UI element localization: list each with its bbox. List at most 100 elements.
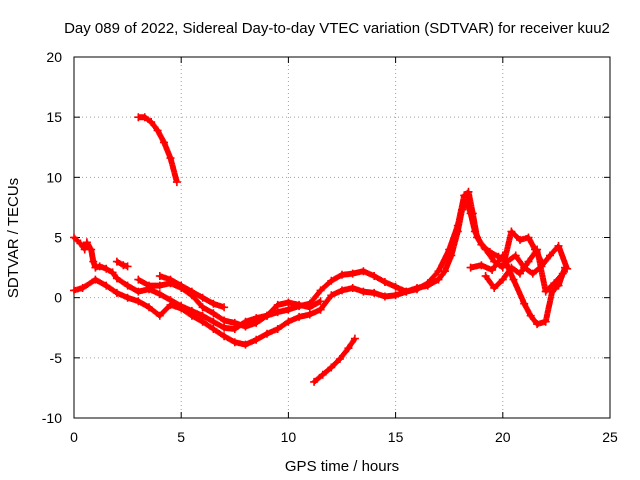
data-point — [89, 257, 98, 266]
data-point — [198, 293, 207, 302]
data-point — [550, 279, 559, 288]
data-point — [516, 235, 524, 244]
data-point — [327, 363, 336, 372]
series-trail — [135, 114, 180, 184]
x-tick-label: 0 — [70, 429, 78, 445]
data-point — [335, 355, 344, 363]
data-point — [338, 286, 346, 295]
data-point — [498, 275, 507, 284]
data-point — [155, 272, 164, 280]
data-point — [511, 251, 520, 260]
tick-labels: 0 5 10 15 20 25 -10 -5 0 5 10 15 20 — [42, 49, 618, 445]
data-point — [284, 305, 293, 314]
data-point — [468, 209, 477, 218]
data-point — [252, 318, 261, 327]
data-point — [359, 267, 368, 276]
data-point — [473, 233, 482, 242]
data-point — [134, 287, 143, 296]
data-point — [76, 239, 85, 248]
x-tick-label: 5 — [177, 429, 185, 445]
data-point — [561, 263, 569, 272]
data-point — [273, 308, 282, 317]
data-point — [481, 272, 490, 280]
data-point — [477, 261, 486, 270]
data-point — [370, 272, 379, 280]
data-point — [524, 257, 533, 266]
data-point — [102, 281, 111, 290]
data-point — [166, 275, 175, 284]
axis-ticks — [73, 56, 611, 419]
data-point — [305, 310, 314, 319]
data-point — [140, 113, 149, 122]
data-point — [509, 275, 518, 284]
data-point — [380, 278, 389, 286]
y-tick-label: -10 — [42, 410, 62, 426]
data-layer — [70, 113, 572, 386]
data-point — [198, 317, 207, 326]
y-tick-label: 0 — [54, 290, 62, 306]
data-point — [112, 288, 121, 297]
data-point — [155, 311, 164, 320]
data-point — [172, 178, 181, 187]
data-point — [108, 268, 117, 277]
data-point — [220, 323, 229, 332]
y-axis-label: SDTVAR / TECUs — [5, 178, 22, 298]
data-point — [147, 118, 156, 126]
x-tick-label: 20 — [495, 429, 511, 445]
data-point — [554, 241, 563, 250]
data-point — [350, 334, 359, 343]
data-point — [284, 298, 293, 307]
data-point — [123, 293, 132, 302]
series-track-4 — [134, 275, 325, 331]
data-point — [295, 312, 304, 321]
data-point — [402, 287, 411, 296]
data-point — [112, 257, 121, 266]
data-point — [273, 300, 282, 309]
data-point — [209, 317, 218, 326]
data-point — [423, 279, 432, 288]
x-tick-label: 25 — [602, 429, 618, 445]
data-point — [466, 263, 475, 272]
data-point — [413, 285, 421, 294]
data-point — [220, 332, 229, 341]
series-track-7 — [310, 334, 359, 386]
data-point — [507, 227, 516, 236]
data-point — [91, 275, 100, 284]
data-point — [252, 335, 261, 344]
y-tick-label: 5 — [54, 230, 62, 246]
data-point — [134, 297, 143, 306]
series-track-9 — [481, 245, 567, 296]
y-tick-label: -5 — [50, 350, 63, 366]
data-point — [102, 264, 111, 273]
data-point — [166, 154, 175, 163]
data-point — [524, 233, 533, 242]
data-point — [91, 263, 100, 272]
data-point — [516, 269, 524, 278]
data-point — [155, 290, 164, 299]
data-point — [533, 320, 542, 329]
data-point — [460, 191, 469, 200]
data-point — [316, 297, 325, 306]
series-track-5 — [155, 272, 229, 312]
series-track-6 — [134, 113, 181, 187]
data-point — [490, 284, 499, 292]
data-point — [380, 292, 389, 301]
data-point — [528, 269, 537, 278]
data-point — [338, 270, 346, 279]
data-point — [198, 303, 207, 312]
data-point — [558, 269, 567, 278]
y-tick-label: 10 — [46, 169, 62, 185]
x-tick-label: 15 — [388, 429, 404, 445]
data-point — [348, 269, 357, 278]
data-point — [119, 261, 128, 270]
data-point — [112, 274, 121, 283]
data-point — [464, 187, 473, 196]
data-point — [554, 281, 563, 290]
series-track-2 — [70, 187, 546, 349]
data-point — [488, 266, 497, 274]
data-point — [445, 245, 454, 254]
data-point — [177, 281, 186, 290]
data-point — [359, 287, 368, 296]
data-point — [498, 251, 507, 260]
data-point — [391, 291, 400, 300]
